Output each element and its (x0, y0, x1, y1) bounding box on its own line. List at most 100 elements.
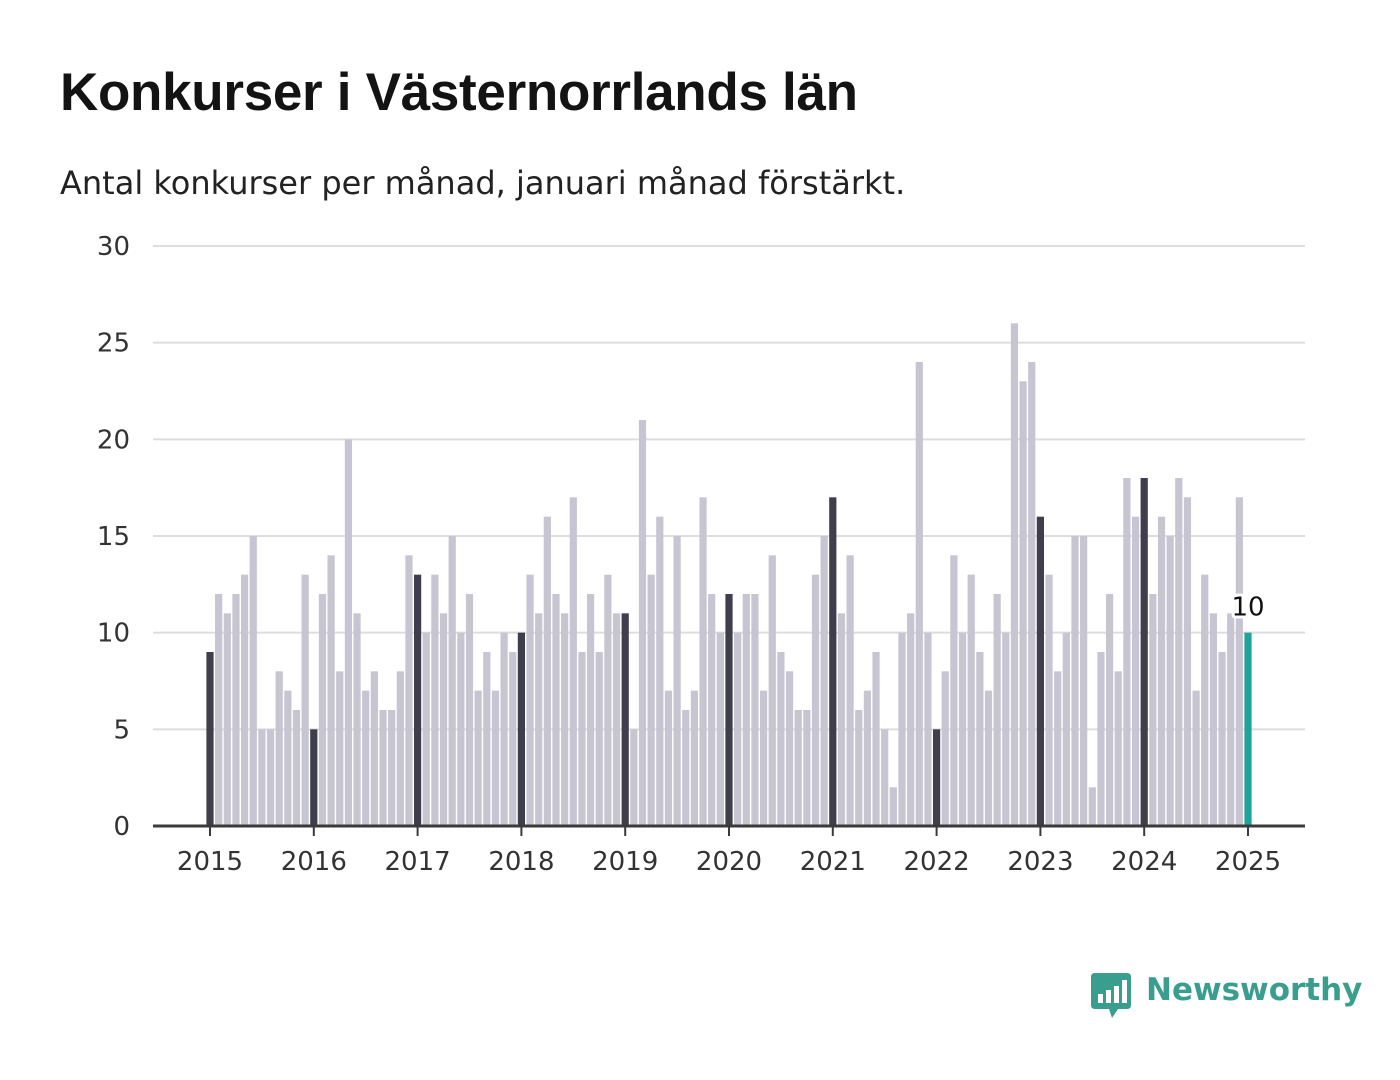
y-tick-label: 15 (97, 522, 130, 552)
bar (535, 613, 543, 826)
bar (396, 671, 404, 826)
bar (587, 594, 595, 826)
bar (301, 574, 309, 826)
bar (561, 613, 569, 826)
x-tick-label: 2020 (696, 847, 762, 877)
bar (465, 594, 474, 826)
bar (647, 574, 655, 826)
y-tick-label: 20 (97, 425, 130, 455)
bar (509, 652, 517, 826)
x-tick-label: 2022 (904, 847, 970, 877)
bar (1028, 362, 1036, 826)
bar (336, 671, 344, 826)
bar (327, 555, 335, 826)
bar-january (310, 729, 318, 826)
bar (958, 632, 967, 826)
x-tick-label: 2021 (800, 847, 866, 877)
bar (388, 710, 396, 826)
bar (483, 652, 491, 826)
bar-january (621, 613, 629, 826)
bar (1157, 516, 1166, 826)
bar (526, 574, 534, 826)
x-tick-label: 2016 (281, 847, 347, 877)
bar (578, 652, 586, 826)
bar (950, 555, 958, 826)
bar (768, 555, 776, 826)
bar (1218, 652, 1226, 826)
bar (266, 729, 275, 826)
bar (370, 671, 378, 826)
bar (941, 671, 949, 826)
bar (292, 710, 301, 826)
bar (881, 729, 889, 826)
x-tick-label: 2018 (488, 847, 554, 877)
x-tick-label: 2023 (1007, 847, 1073, 877)
bar (734, 632, 742, 826)
bar (405, 555, 413, 826)
bars (206, 323, 1252, 826)
bar (1071, 536, 1079, 826)
bar (543, 516, 551, 826)
bar (1002, 632, 1010, 826)
bar (1123, 478, 1131, 826)
bar (837, 613, 846, 826)
bar (872, 652, 880, 826)
bar (716, 632, 724, 826)
bar (915, 362, 923, 826)
bar-january (1140, 478, 1148, 826)
x-tick-label: 2017 (385, 847, 451, 877)
bar-january (933, 729, 941, 826)
bar (344, 439, 352, 826)
bar (638, 420, 647, 826)
bar (223, 613, 231, 826)
y-tick-label: 0 (113, 812, 130, 842)
bar (1183, 497, 1192, 826)
bar (820, 536, 828, 826)
data-label-halo: 10 (1231, 593, 1264, 623)
bar (742, 594, 750, 826)
bar-january (725, 594, 733, 826)
bar (1045, 574, 1053, 826)
x-tick-label: 2015 (177, 847, 243, 877)
bar (215, 594, 223, 826)
bar (362, 690, 370, 826)
data-label-latest: 10 (1231, 593, 1264, 623)
bar-january (829, 497, 837, 826)
y-tick-label: 30 (97, 232, 130, 262)
bar (232, 594, 240, 826)
bar (889, 787, 897, 826)
bar (353, 613, 361, 826)
bar (1192, 690, 1200, 826)
y-tick-label: 25 (97, 329, 130, 359)
bar (682, 710, 690, 826)
bar (967, 574, 975, 826)
bar (439, 613, 448, 826)
bar (855, 710, 863, 826)
bar (760, 690, 768, 826)
bar (1149, 594, 1157, 826)
bar (249, 536, 257, 826)
bar (630, 729, 638, 826)
bar (500, 632, 508, 826)
bar (1175, 478, 1183, 826)
newsworthy-logo[interactable]: Newsworthy (1090, 972, 1362, 1024)
bar-january (517, 632, 525, 826)
bar (552, 594, 560, 826)
bar (1080, 536, 1088, 826)
bar (1201, 574, 1209, 826)
bar-january (1036, 516, 1044, 826)
bar-january (414, 574, 422, 826)
bar (1054, 671, 1062, 826)
bar (457, 632, 465, 826)
bar (1209, 613, 1217, 826)
bar (1131, 516, 1140, 826)
bar (673, 536, 681, 826)
bar (448, 536, 456, 826)
bar (993, 594, 1001, 826)
bar-january (206, 652, 214, 826)
bar (1114, 671, 1122, 826)
bar (1227, 613, 1235, 826)
bar (318, 594, 327, 826)
